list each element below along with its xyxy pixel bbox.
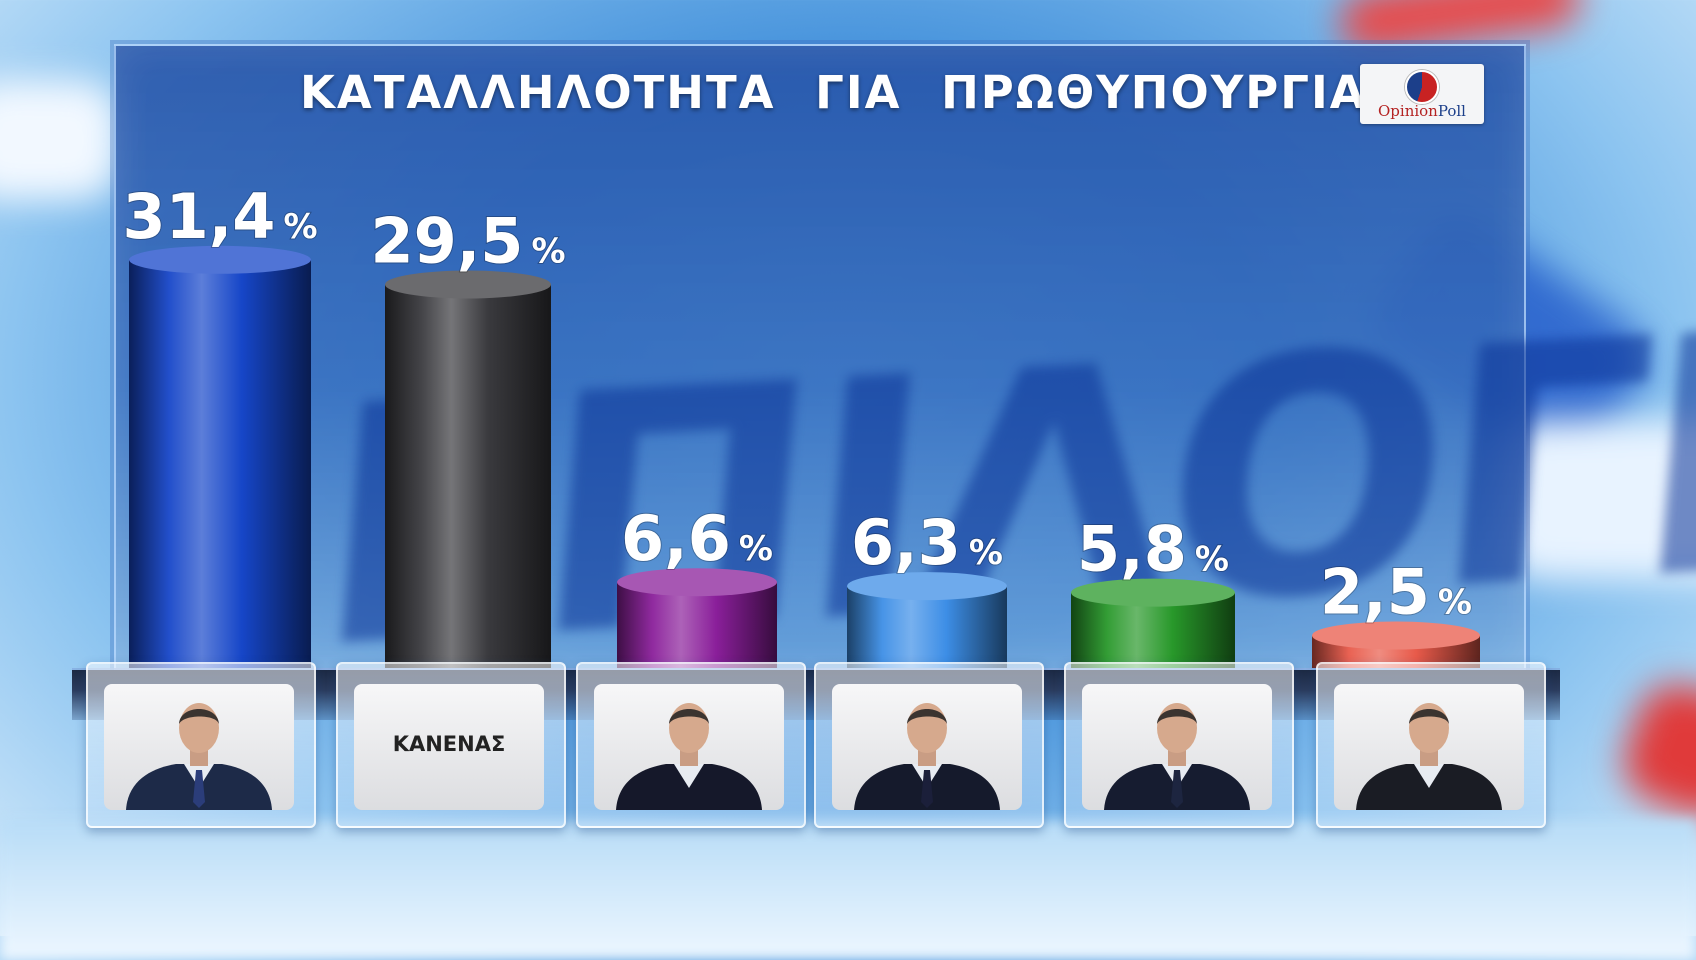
bar-value-label: 2,5% [1320,556,1472,629]
candidate-card-label: ΚΑΝΕΝΑΣ [392,732,506,756]
bar-cap [617,568,777,597]
bar [617,582,777,668]
candidate-card: ΚΑΝΕΝΑΣ [336,662,566,828]
candidate-card [1064,662,1294,828]
candidate-card-inner [832,684,1022,810]
bar-cap [847,572,1007,601]
bar-value-label: 6,6% [621,502,773,575]
opinion-poll-logo-icon [1405,70,1439,104]
person-photo-icon [616,703,762,810]
candidate-card-inner [104,684,294,810]
chart-panel: ΕΠΙΛΟΓΗ [114,44,1696,721]
bar-value-label: 5,8% [1077,513,1229,586]
bar-value-label: 29,5% [370,205,565,278]
bar-chart: 31,4% 29,5 % 6,6% 6,3% 5,8% 2,5% [121,179,1480,668]
person-photo-icon [1104,703,1250,810]
opinion-poll-logo: OpinionPoll [1360,64,1484,124]
bar-cap [1071,578,1235,607]
background-blur-shape [0,80,120,200]
candidate-card-inner: ΚΑΝΕΝΑΣ [354,684,544,810]
candidate-card-inner [1334,684,1524,810]
bar [129,259,311,668]
bar-value-label: 31,4% [122,180,317,253]
bar-value-label: 6,3% [851,506,1003,579]
person-photo-icon [126,703,272,810]
logo-text-part2: Poll [1437,102,1466,120]
logo-text: OpinionPoll [1360,102,1484,120]
bar-cap [1312,621,1480,650]
candidate-card-inner [594,684,784,810]
candidate-card [814,662,1044,828]
bar-cap [385,270,551,299]
candidate-card [86,662,316,828]
bar-cap [129,245,311,274]
bar [385,284,551,668]
candidate-card [576,662,806,828]
person-photo-icon [854,703,1000,810]
candidate-card [1316,662,1546,828]
person-photo-icon [1356,703,1502,810]
logo-text-part1: Opinion [1378,102,1438,120]
chart-title: ΚΑΤΑΛΛΗΛΟΤΗΤΑ ΓΙΑ ΠΡΩΘΥΠΟΥΡΓΙΑ [300,66,1367,119]
candidate-card-inner [1082,684,1272,810]
background-blur-shape [1500,420,1696,580]
